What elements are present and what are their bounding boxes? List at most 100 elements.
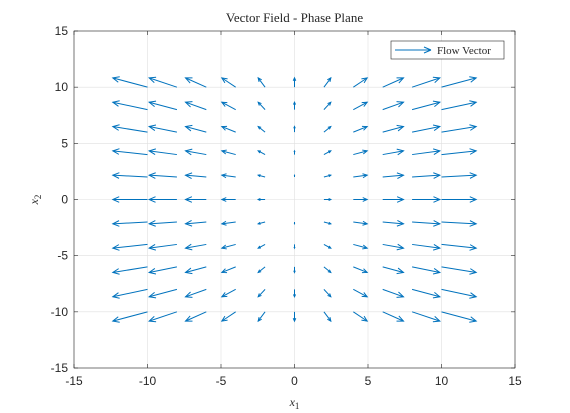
arrow-shaft (149, 221, 177, 225)
flow-vector-arrow (353, 125, 369, 133)
y-tick-label: 10 (55, 80, 69, 94)
arrow-shaft (221, 243, 236, 249)
flow-vector-arrow (441, 311, 478, 323)
flow-vector-arrow (412, 124, 442, 133)
arrow-shaft (257, 126, 266, 133)
arrow-head (184, 315, 193, 322)
flow-vector-arrow (323, 101, 332, 110)
arrow-shaft (221, 288, 236, 298)
arrow-head (432, 291, 442, 299)
flow-vector-arrow (184, 196, 207, 203)
arrow-shaft (353, 150, 368, 156)
flow-vector-arrow (220, 197, 236, 202)
flow-vector-arrow (184, 219, 207, 227)
flow-vector-arrow (353, 311, 369, 322)
arrow-shaft (382, 101, 404, 111)
arrow-head (469, 76, 478, 83)
arrow-shaft (148, 311, 178, 322)
arrow-shaft (221, 174, 236, 178)
arrow-shaft (411, 77, 441, 88)
arrow-head (396, 315, 405, 322)
flow-vector-arrow (220, 288, 236, 298)
y-tick-label: 15 (55, 24, 69, 38)
arrow-head (293, 246, 296, 250)
x-axis-label-subscript: 1 (295, 401, 300, 411)
flow-vector-arrow (353, 197, 369, 202)
arrow-shaft (149, 288, 178, 298)
arrow-shaft (382, 266, 404, 273)
arrow-head (184, 196, 193, 203)
arrow-head (396, 172, 405, 180)
flow-vector-arrow (111, 148, 148, 156)
arrow-shaft (382, 150, 404, 156)
arrow-shaft (441, 311, 477, 322)
flow-vector-arrow (323, 266, 332, 274)
arrow-head (111, 244, 120, 251)
arrow-head (256, 198, 261, 201)
arrow-shaft (323, 101, 332, 110)
flow-vector-arrow (257, 243, 266, 249)
flow-vector-arrow (257, 311, 266, 323)
arrow-shaft (112, 174, 148, 178)
arrow-head (147, 172, 156, 179)
arrow-head (328, 198, 333, 201)
flow-vector-arrow (257, 150, 266, 156)
arrow-head (147, 148, 157, 155)
arrow-shaft (112, 126, 148, 133)
flow-vector-arrow (257, 125, 266, 133)
arrow-head (257, 150, 261, 154)
arrow-head (147, 100, 157, 108)
flow-vector-arrow (323, 243, 332, 249)
flow-vector-arrow (441, 243, 478, 251)
arrow-shaft (412, 221, 440, 225)
flow-vector-arrow (111, 243, 148, 251)
arrow-shaft (353, 101, 368, 111)
x-tick-label: 10 (435, 374, 449, 388)
arrow-shaft (323, 150, 332, 156)
arrow-shaft (257, 289, 266, 298)
arrow-head (432, 124, 442, 131)
arrow-shaft (441, 243, 477, 249)
arrow-head (469, 220, 478, 227)
arrow-head (327, 317, 332, 323)
arrow-head (293, 270, 296, 274)
arrow-shaft (112, 243, 148, 249)
arrow-shaft (221, 266, 236, 273)
flow-vector-arrow (147, 288, 178, 299)
flow-vector-arrow (353, 101, 369, 111)
flow-vector-arrow (184, 148, 207, 156)
arrow-shaft (411, 311, 441, 322)
arrow-shaft (382, 243, 404, 249)
flow-vector-arrow (184, 77, 207, 88)
arrow-head (362, 149, 369, 155)
flow-vector-arrow (382, 101, 405, 111)
arrow-shaft (257, 266, 266, 273)
arrow-head (396, 77, 405, 84)
arrow-head (469, 292, 478, 299)
arrow-head (220, 149, 227, 155)
arrow-head (396, 148, 405, 156)
y-tick-label: 5 (61, 136, 68, 150)
arrow-head (184, 101, 193, 108)
arrow-head (111, 220, 120, 227)
flow-vector-arrow (293, 244, 296, 250)
flow-vector-arrow (257, 266, 266, 274)
arrow-shaft (412, 150, 440, 156)
arrow-shaft (112, 221, 148, 225)
arrow-shaft (221, 101, 236, 111)
arrow-shaft (382, 174, 404, 178)
arrow-shaft (257, 101, 266, 110)
x-tick-label: -5 (216, 374, 227, 388)
arrow-shaft (221, 126, 236, 133)
x-tick-label: 5 (365, 374, 372, 388)
flow-vector-arrow (353, 243, 369, 250)
arrow-shaft (441, 77, 477, 88)
arrow-shaft (441, 126, 477, 133)
flow-vector-arrow (220, 77, 236, 88)
arrow-shaft (149, 150, 177, 156)
arrow-head (220, 292, 228, 298)
arrow-head (220, 125, 228, 131)
arrow-head (257, 245, 261, 249)
arrow-shaft (112, 266, 148, 273)
arrow-head (111, 172, 120, 179)
